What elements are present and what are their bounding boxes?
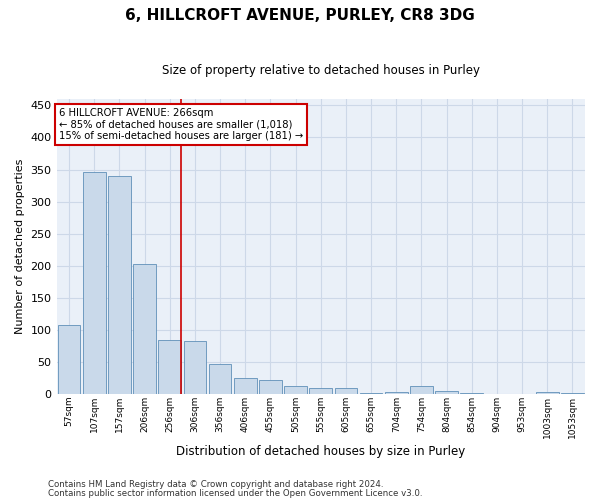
Bar bbox=[536, 392, 559, 394]
Bar bbox=[133, 264, 156, 394]
Y-axis label: Number of detached properties: Number of detached properties bbox=[15, 159, 25, 334]
Bar bbox=[108, 176, 131, 394]
Bar bbox=[209, 364, 232, 394]
X-axis label: Distribution of detached houses by size in Purley: Distribution of detached houses by size … bbox=[176, 444, 466, 458]
Text: Contains public sector information licensed under the Open Government Licence v3: Contains public sector information licen… bbox=[48, 489, 422, 498]
Text: Contains HM Land Registry data © Crown copyright and database right 2024.: Contains HM Land Registry data © Crown c… bbox=[48, 480, 383, 489]
Bar bbox=[435, 391, 458, 394]
Bar bbox=[310, 388, 332, 394]
Bar bbox=[410, 386, 433, 394]
Text: 6 HILLCROFT AVENUE: 266sqm
← 85% of detached houses are smaller (1,018)
15% of s: 6 HILLCROFT AVENUE: 266sqm ← 85% of deta… bbox=[59, 108, 304, 141]
Bar bbox=[561, 393, 584, 394]
Bar bbox=[259, 380, 282, 394]
Bar bbox=[284, 386, 307, 394]
Bar bbox=[158, 340, 181, 394]
Bar bbox=[234, 378, 257, 394]
Title: Size of property relative to detached houses in Purley: Size of property relative to detached ho… bbox=[162, 64, 480, 77]
Bar bbox=[58, 325, 80, 394]
Bar bbox=[335, 388, 357, 394]
Bar bbox=[83, 172, 106, 394]
Bar bbox=[385, 392, 407, 394]
Bar bbox=[184, 342, 206, 394]
Text: 6, HILLCROFT AVENUE, PURLEY, CR8 3DG: 6, HILLCROFT AVENUE, PURLEY, CR8 3DG bbox=[125, 8, 475, 22]
Bar bbox=[360, 393, 382, 394]
